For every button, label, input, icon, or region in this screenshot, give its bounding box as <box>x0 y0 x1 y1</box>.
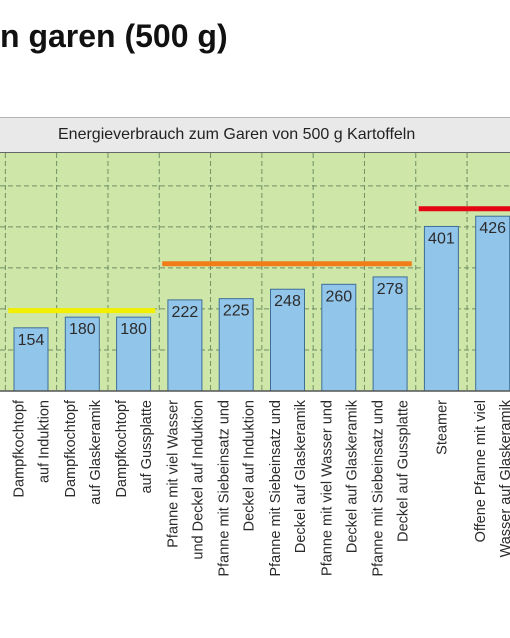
bar <box>270 288 305 392</box>
bar <box>167 299 203 392</box>
bars: 154 180 180 222 225 248 260 278 401 426 <box>13 215 510 392</box>
page-heading: n garen (500 g) <box>0 18 228 54</box>
bar <box>218 298 254 392</box>
category-label: Pfanne mit Siebeinsatz und <box>217 400 233 577</box>
bar <box>116 316 152 392</box>
category-label: Deckel auf Glaskeramik <box>293 399 309 553</box>
bar-value-label: 225 <box>223 303 250 320</box>
category-label: Dampfkochtopf <box>12 399 28 497</box>
category-label: Pfanne mit viel Wasser und <box>319 400 335 576</box>
bar <box>321 283 357 392</box>
category-labels: Dampfkochtopf auf Induktion Dampfkochtopf a… <box>12 399 510 576</box>
category-label: auf Gussplatte <box>139 400 155 494</box>
bar <box>372 276 408 392</box>
group-lines <box>8 206 510 314</box>
bar-value-label: 248 <box>274 293 301 310</box>
chart-title: Energieverbrauch zum Garen von 500 g Kar… <box>58 126 416 143</box>
bar-value-label: 278 <box>377 281 404 298</box>
category-label: auf Induktion <box>37 400 53 483</box>
category-label: Offene Pfanne mit viel <box>473 400 489 542</box>
category-label: Pfanne mit viel Wasser <box>165 400 181 548</box>
chart-title-bar: Energieverbrauch zum Garen von 500 g Kar… <box>0 117 510 153</box>
bar <box>423 225 459 392</box>
category-label: Wasser auf Glaskeramik <box>498 399 510 557</box>
bar-value-label: 180 <box>69 321 96 338</box>
category-label: auf Glaskeramik <box>88 399 104 505</box>
bar <box>13 327 49 392</box>
category-label: Dampfkochtopf <box>114 399 130 497</box>
category-label: Deckel auf Gussplatte <box>396 400 412 542</box>
bar-value-label: 222 <box>172 304 199 321</box>
bar-value-label: 260 <box>325 288 352 305</box>
category-label: Deckel auf Glaskeramik <box>344 399 360 553</box>
bar-value-label: 426 <box>479 220 506 237</box>
category-label: und Deckel auf Induktion <box>190 400 206 560</box>
category-label: Pfanne mit Siebeinsatz und <box>371 400 387 577</box>
bar-value-label: 154 <box>18 332 45 349</box>
category-label: Deckel auf Induktion <box>242 400 258 531</box>
category-label: Pfanne mit Siebeinsatz und <box>268 400 284 577</box>
bar <box>475 215 510 392</box>
bar-value-label: 401 <box>428 230 455 247</box>
bar-value-label: 180 <box>120 321 147 338</box>
category-label: Steamer <box>434 400 450 455</box>
category-label: Dampfkochtopf <box>63 399 79 497</box>
